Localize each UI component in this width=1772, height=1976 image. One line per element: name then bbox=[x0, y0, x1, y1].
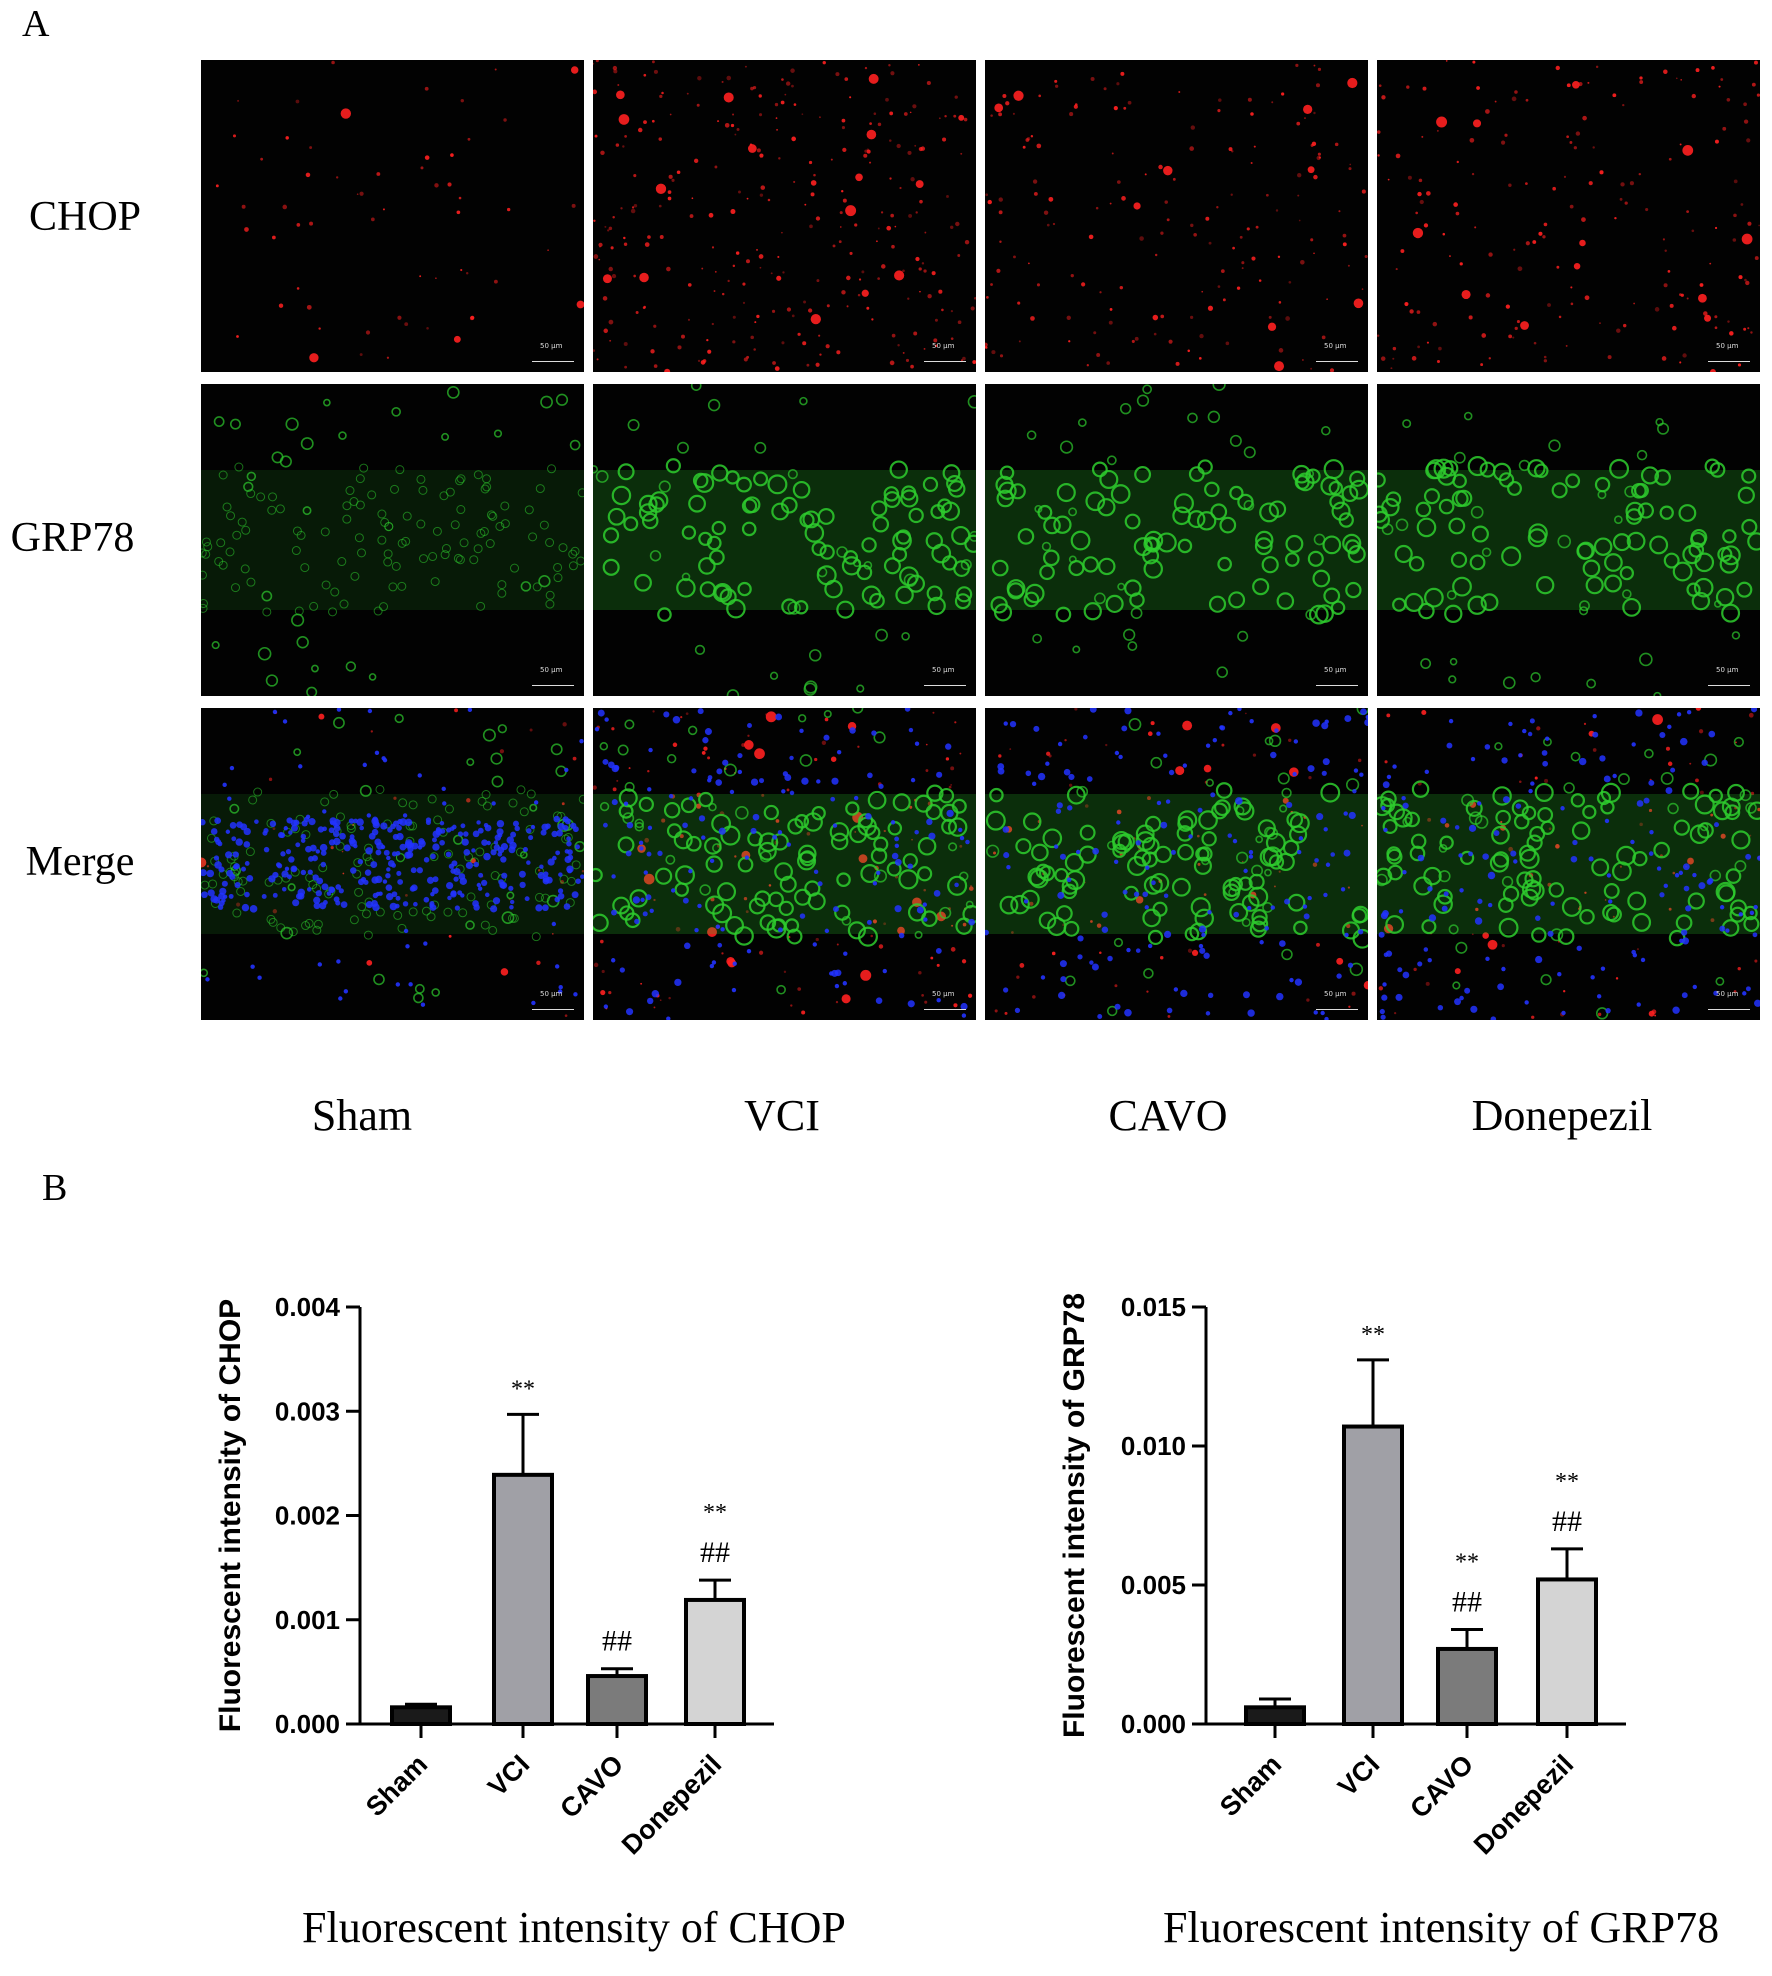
scale-bar: 50 μm bbox=[1708, 666, 1750, 686]
scale-bar-label: 50 μm bbox=[1716, 990, 1739, 998]
scale-bar: 50 μm bbox=[532, 342, 574, 362]
scale-bar-label: 50 μm bbox=[540, 990, 563, 998]
y-axis-label: Fluorescent intensity of CHOP bbox=[214, 1299, 247, 1732]
micrograph-merge-cavo: 50 μm bbox=[985, 708, 1368, 1020]
x-tick-label-vci: VCI bbox=[482, 1749, 535, 1802]
scale-bar: 50 μm bbox=[924, 342, 966, 362]
panel-b-label: B bbox=[42, 1167, 68, 1209]
bar-donepezil bbox=[684, 1597, 746, 1727]
scale-bar: 50 μm bbox=[1708, 990, 1750, 1010]
scale-bar-label: 50 μm bbox=[1324, 342, 1347, 350]
y-tick-label: 0.001 bbox=[275, 1605, 340, 1635]
y-tick-label: 0.000 bbox=[275, 1709, 340, 1739]
micrograph-grp78-donepezil: 50 μm bbox=[1377, 384, 1760, 696]
scale-bar-label: 50 μm bbox=[1324, 990, 1347, 998]
column-label-cavo: CAVO bbox=[1108, 1091, 1228, 1140]
significance-mark: ## bbox=[1552, 1505, 1582, 1538]
scale-bar-label: 50 μm bbox=[540, 342, 563, 350]
scale-bar: 50 μm bbox=[1708, 342, 1750, 362]
x-tick-label-vci: VCI bbox=[1332, 1749, 1385, 1802]
scale-bar: 50 μm bbox=[1316, 342, 1358, 362]
x-tick-label-cavo: CAVO bbox=[1404, 1749, 1479, 1824]
significance-mark: ** bbox=[1455, 1549, 1479, 1575]
significance-mark: ## bbox=[602, 1625, 632, 1658]
row-label-grp78: GRP78 bbox=[10, 515, 135, 561]
panel-a-label: A bbox=[22, 3, 50, 45]
scale-bar-label: 50 μm bbox=[540, 666, 563, 674]
scale-bar: 50 μm bbox=[924, 990, 966, 1010]
chop-chart-caption: Fluorescent intensity of CHOP bbox=[302, 1903, 846, 1952]
bar-cavo bbox=[1436, 1646, 1498, 1726]
y-tick-label: 0.003 bbox=[275, 1396, 340, 1426]
significance-mark: ** bbox=[1361, 1322, 1385, 1348]
column-label-sham: Sham bbox=[311, 1091, 413, 1140]
micrograph-chop-vci: 50 μm bbox=[593, 60, 976, 372]
y-tick-label: 0.000 bbox=[1121, 1709, 1186, 1739]
scale-bar-label: 50 μm bbox=[932, 342, 955, 350]
significance-mark: ** bbox=[1555, 1469, 1579, 1495]
y-axis-label: Fluorescent intensity of GRP78 bbox=[1058, 1293, 1091, 1738]
y-tick-label: 0.002 bbox=[275, 1501, 340, 1531]
grp78-chart-caption: Fluorescent intensity of GRP78 bbox=[1163, 1903, 1720, 1952]
y-tick-label: 0.015 bbox=[1121, 1292, 1186, 1322]
row-label-chop: CHOP bbox=[28, 194, 142, 240]
scale-bar-label: 50 μm bbox=[932, 990, 955, 998]
micrograph-merge-donepezil: 50 μm bbox=[1377, 708, 1760, 1020]
column-label-vci: VCI bbox=[744, 1091, 820, 1140]
micrograph-grp78-vci: 50 μm bbox=[593, 384, 976, 696]
x-tick-label-cavo: CAVO bbox=[554, 1749, 629, 1824]
scale-bar: 50 μm bbox=[924, 666, 966, 686]
micrograph-chop-cavo: 50 μm bbox=[985, 60, 1368, 372]
micrograph-chop-sham: 50 μm bbox=[201, 60, 584, 372]
x-tick-label-sham: Sham bbox=[1214, 1749, 1287, 1822]
y-tick-label: 0.010 bbox=[1121, 1431, 1186, 1461]
micrograph-grp78-cavo: 50 μm bbox=[985, 384, 1368, 696]
scale-bar: 50 μm bbox=[532, 666, 574, 686]
scale-bar: 50 μm bbox=[1316, 990, 1358, 1010]
scale-bar-label: 50 μm bbox=[1716, 666, 1739, 674]
micrograph-grp78-sham: 50 μm bbox=[201, 384, 584, 696]
scale-bar: 50 μm bbox=[532, 990, 574, 1010]
x-tick-label-sham: Sham bbox=[360, 1749, 433, 1822]
bar-vci bbox=[1342, 1424, 1404, 1727]
significance-mark: ** bbox=[511, 1376, 535, 1402]
column-label-donepezil: Donepezil bbox=[1471, 1091, 1653, 1140]
significance-mark: ## bbox=[700, 1536, 730, 1569]
y-tick-label: 0.004 bbox=[275, 1292, 341, 1322]
bar-sham bbox=[390, 1705, 452, 1726]
micrograph-merge-sham: 50 μm bbox=[201, 708, 584, 1020]
y-tick-label: 0.005 bbox=[1121, 1570, 1186, 1600]
x-tick-label-donepezil: Donepezil bbox=[616, 1749, 727, 1860]
bar-cavo bbox=[586, 1674, 648, 1727]
bar-sham bbox=[1244, 1705, 1306, 1726]
micrograph-merge-vci: 50 μm bbox=[593, 708, 976, 1020]
x-tick-label-donepezil: Donepezil bbox=[1468, 1749, 1579, 1860]
significance-mark: ** bbox=[703, 1500, 727, 1526]
scale-bar-label: 50 μm bbox=[1324, 666, 1347, 674]
significance-mark: ## bbox=[1452, 1585, 1482, 1618]
micrograph-chop-donepezil: 50 μm bbox=[1377, 60, 1760, 372]
scale-bar-label: 50 μm bbox=[932, 666, 955, 674]
row-label-merge: Merge bbox=[25, 839, 135, 885]
bar-vci bbox=[492, 1472, 554, 1727]
scale-bar-label: 50 μm bbox=[1716, 342, 1739, 350]
scale-bar: 50 μm bbox=[1316, 666, 1358, 686]
bar-donepezil bbox=[1536, 1577, 1598, 1726]
